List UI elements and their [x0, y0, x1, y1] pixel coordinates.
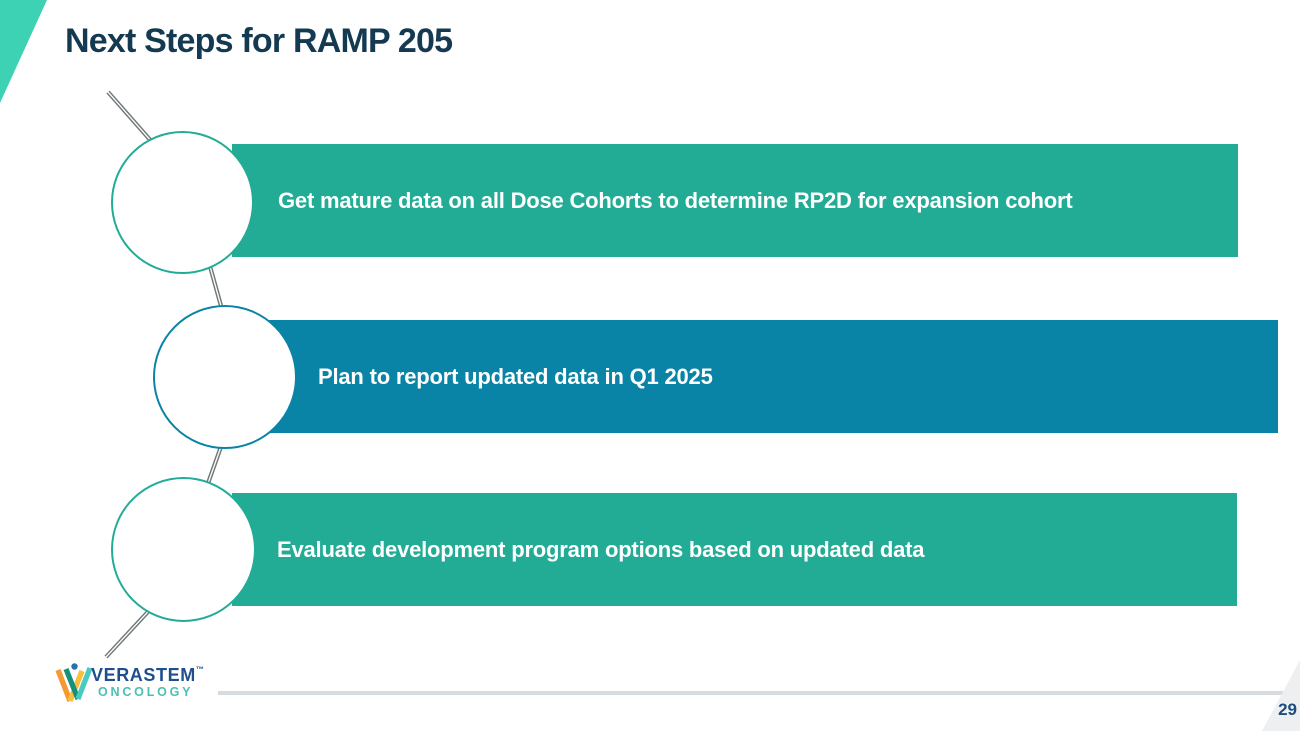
logo-trademark: ™ — [195, 665, 205, 674]
step-bar-2: Plan to report updated data in Q1 2025 — [232, 320, 1278, 433]
logo-v-icon — [55, 663, 93, 703]
page-number: 29 — [1278, 700, 1297, 719]
step-circle-2 — [153, 305, 297, 449]
footer-divider-line — [218, 691, 1291, 695]
thread-segment-top — [106, 90, 154, 144]
step-bar-1-label: Get mature data on all Dose Cohorts to d… — [278, 187, 1073, 213]
step-bar-3-label: Evaluate development program options bas… — [277, 536, 925, 562]
logo-wordmark: VERASTEM™ — [91, 665, 204, 686]
verastem-logo: VERASTEM™ ONCOLOGY — [54, 662, 254, 714]
step-circle-1 — [111, 131, 254, 274]
step-bar-3: Evaluate development program options bas… — [232, 493, 1237, 606]
logo-brand-text: VERASTEM — [91, 665, 196, 685]
logo-division-text: ONCOLOGY — [98, 685, 194, 699]
step-bar-2-label: Plan to report updated data in Q1 2025 — [318, 363, 713, 389]
step-bar-1: Get mature data on all Dose Cohorts to d… — [232, 144, 1238, 257]
step-circle-3 — [111, 477, 256, 622]
slide-title: Next Steps for RAMP 205 — [65, 22, 453, 60]
